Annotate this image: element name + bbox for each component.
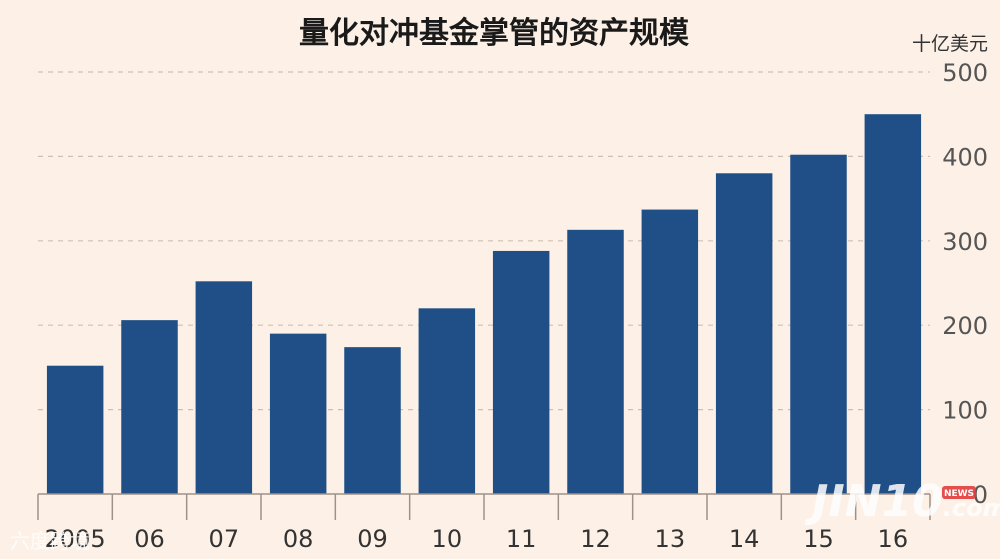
watermark-left: 六度跨境 [10,529,90,553]
y-tick-label: 500 [942,59,988,87]
bar [46,365,104,494]
bar [418,308,476,494]
x-tick-label: 14 [729,525,760,553]
watermark-left-text: 六度跨境 [10,529,90,553]
x-tick-label: 16 [878,525,909,553]
bar [715,173,773,494]
x-tick-label: 06 [134,525,165,553]
x-tick-label: 09 [357,525,388,553]
x-tick-label: 2005 [45,525,106,553]
watermark-right: JIN10.com NEWS [804,476,1000,527]
watermark-right-main: JIN10 [804,476,943,527]
bar [864,114,922,494]
bar [492,250,550,494]
bar [344,347,401,494]
x-tick-labels: 2005 06 07 08 09 10 11 12 13 14 15 16 [45,525,908,553]
bar [641,209,699,494]
watermark-badge [942,486,976,499]
x-tick-label: 11 [506,525,537,553]
bar [790,154,847,494]
unit-label: 十亿美元 [912,33,988,55]
gridlines [38,71,930,411]
bars [46,114,922,494]
chart-title: 量化对冲基金掌管的资产规模 [299,16,689,51]
watermark-right-text: JIN10.com [804,476,1000,527]
bar [195,281,253,494]
y-tick-label: 200 [942,312,988,340]
watermark-badge-text: NEWS [944,489,974,499]
y-tick-label: 0 [973,481,988,509]
y-tick-label: 100 [942,397,988,425]
x-axis [37,493,931,520]
x-tick-label: 10 [432,525,463,553]
x-tick-label: 15 [803,525,834,553]
x-tick-label: 13 [655,525,686,553]
y-tick-label: 400 [942,143,988,171]
y-tick-label: 300 [942,228,988,256]
bar [121,320,178,494]
x-tick-label: 12 [580,525,611,553]
bar [269,333,327,494]
bar [567,229,624,494]
x-tick-label: 08 [283,525,314,553]
x-tick-label: 07 [209,525,240,553]
y-axis: 0 100 200 300 400 500 [942,59,988,509]
